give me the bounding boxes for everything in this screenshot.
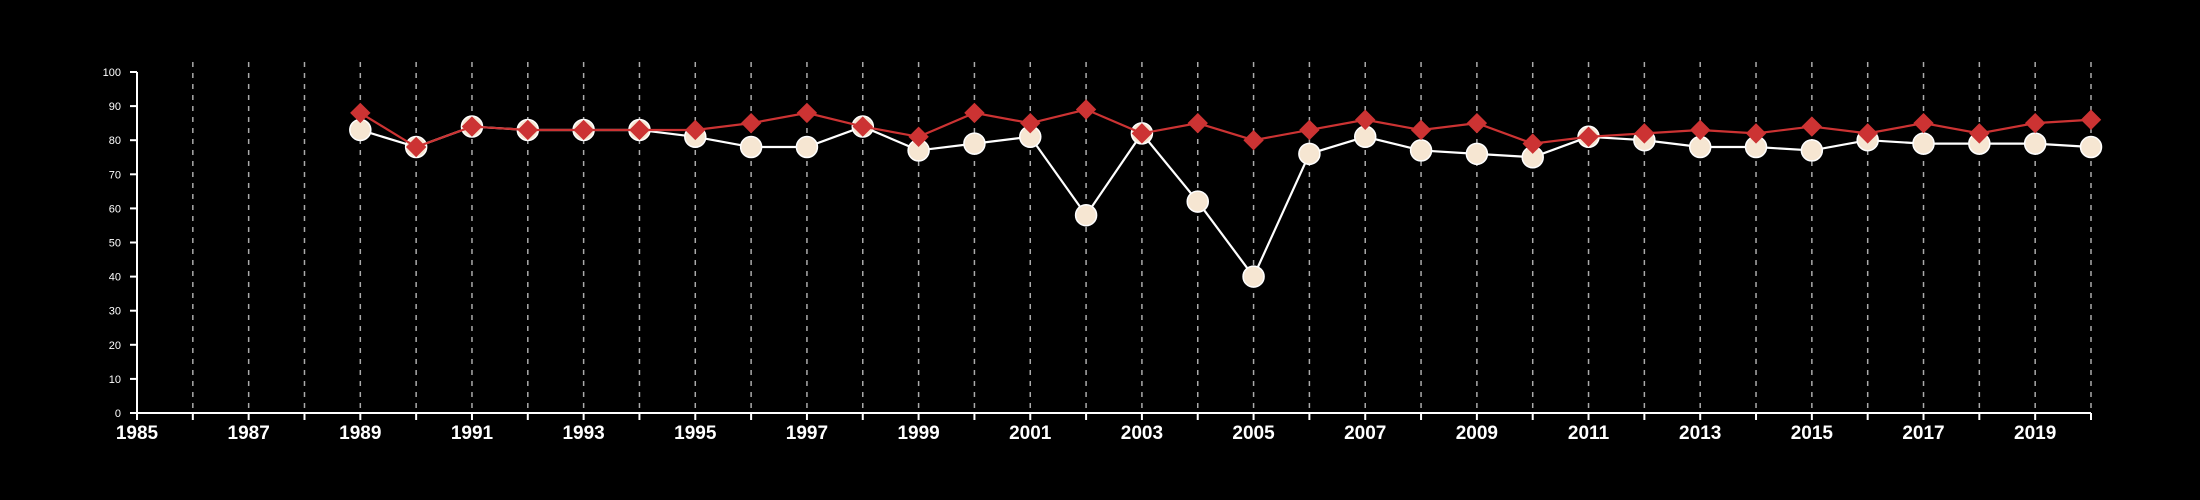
- data-point-diamond: [1634, 123, 1655, 144]
- y-tick-label: 50: [109, 238, 121, 250]
- data-point-diamond: [685, 119, 706, 141]
- data-point-diamond: [461, 116, 483, 137]
- x-tick-label: 2009: [1456, 423, 1498, 444]
- x-tick-label: 1993: [562, 423, 604, 444]
- data-point-diamond: [852, 116, 873, 137]
- data-point-circle: [2023, 132, 2047, 155]
- x-tick-label: 2015: [1791, 423, 1834, 444]
- x-tick-label: 2001: [1009, 423, 1052, 444]
- y-tick-label: 0: [115, 408, 121, 420]
- data-point-diamond: [1355, 109, 1376, 130]
- data-point-diamond: [1578, 126, 1599, 147]
- y-tick-label: 10: [109, 374, 121, 386]
- y-tick-label: 30: [109, 306, 121, 318]
- x-tick-label: 1991: [451, 423, 494, 444]
- data-point-diamond: [1913, 112, 1934, 134]
- data-point-diamond: [2024, 112, 2046, 134]
- grid-lines: [192, 62, 2092, 413]
- data-point-diamond: [1187, 112, 1208, 134]
- axis-ticks: 1985 1987 1989 1991 1993 1995 1997 1999 2001 2003…: [103, 67, 2092, 444]
- data-point-diamond: [1410, 119, 1432, 141]
- data-point-circle: [1912, 132, 1935, 155]
- x-tick-label: 2007: [1344, 423, 1386, 444]
- data-point-diamond: [405, 136, 427, 158]
- y-tick-label: 40: [109, 272, 121, 284]
- data-point-diamond: [1131, 123, 1153, 144]
- data-point-circle: [739, 135, 763, 159]
- data-point-diamond: [908, 126, 929, 147]
- data-point-diamond: [796, 102, 818, 124]
- x-tick-label: 1985: [116, 423, 159, 444]
- series: [349, 99, 2103, 288]
- data-point-circle: [1465, 142, 1489, 166]
- data-point-diamond: [573, 119, 594, 141]
- data-point-diamond: [1243, 129, 1264, 151]
- data-point-diamond: [350, 102, 371, 124]
- data-point-circle: [963, 132, 986, 155]
- x-tick-label: 2005: [1232, 423, 1275, 444]
- y-tick-label: 100: [103, 67, 121, 79]
- data-point-circle: [795, 135, 819, 159]
- x-tick-label: 2011: [1568, 423, 1610, 444]
- data-point-diamond: [1522, 133, 1543, 154]
- data-point-diamond: [1075, 99, 1097, 120]
- x-tick-label: 2019: [2014, 423, 2056, 444]
- data-point-diamond: [964, 102, 985, 124]
- x-tick-label: 2003: [1121, 423, 1163, 444]
- data-point-circle: [1800, 139, 1824, 162]
- y-tick-label: 90: [109, 101, 121, 113]
- data-point-diamond: [517, 119, 539, 141]
- data-point-diamond: [2080, 109, 2102, 130]
- series-circle-line: [359, 125, 2092, 279]
- data-point-diamond: [740, 112, 762, 134]
- y-tick-label: 20: [109, 340, 121, 352]
- data-point-circle: [1186, 190, 1209, 213]
- data-point-diamond: [1466, 112, 1488, 134]
- data-point-circle: [2079, 135, 2103, 159]
- data-point-diamond: [1689, 119, 1711, 141]
- data-point-diamond: [1857, 123, 1878, 144]
- axes: [136, 72, 2091, 414]
- data-point-circle: [1242, 265, 1265, 288]
- data-point-diamond: [1020, 112, 1041, 134]
- x-tick-label: 1989: [339, 423, 381, 444]
- x-tick-label: 1999: [897, 423, 939, 444]
- data-point-diamond: [629, 119, 650, 141]
- x-tick-label: 1995: [674, 423, 717, 444]
- y-tick-label: 60: [109, 203, 121, 215]
- x-tick-label: 1987: [228, 423, 270, 444]
- x-tick-label: 1997: [786, 423, 828, 444]
- data-point-diamond: [1299, 119, 1320, 141]
- data-point-diamond: [1745, 123, 1767, 144]
- data-point-circle: [1298, 142, 1321, 166]
- data-point-circle: [1074, 203, 1098, 227]
- data-point-circle: [1409, 139, 1433, 162]
- data-point-diamond: [1801, 116, 1823, 137]
- x-tick-label: 2013: [1679, 423, 1721, 444]
- series-diamond-line: [359, 108, 2092, 149]
- y-tick-label: 70: [109, 169, 121, 181]
- data-point-diamond: [1969, 123, 1990, 144]
- y-tick-label: 80: [109, 135, 121, 147]
- x-tick-label: 2017: [1902, 423, 1944, 444]
